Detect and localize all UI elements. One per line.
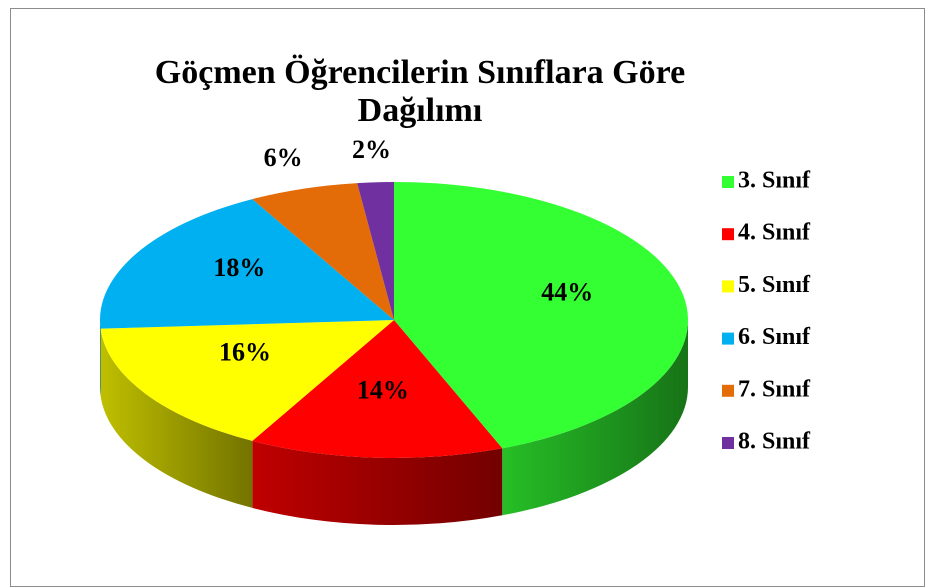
pie-slice xyxy=(394,182,688,449)
legend-label: 3. Sınıf xyxy=(738,168,811,194)
chart-title: Göçmen Öğrencilerin Sınıflara Göre xyxy=(155,54,685,91)
pie-slice xyxy=(252,183,394,320)
data-label: 18% xyxy=(213,253,265,282)
data-label: 2% xyxy=(352,135,391,164)
pie-side xyxy=(100,328,253,508)
pie-slice xyxy=(99,199,394,329)
legend-label: 8. Sınıf xyxy=(738,429,811,455)
legend-swatch xyxy=(722,280,734,293)
data-label: 6% xyxy=(264,143,303,172)
legend-swatch xyxy=(722,384,734,397)
data-label: 14% xyxy=(357,376,409,405)
pie-slice xyxy=(252,320,503,458)
pie-slice xyxy=(357,182,394,320)
legend-label: 5. Sınıf xyxy=(738,272,811,298)
legend-swatch xyxy=(722,176,734,188)
pie-side xyxy=(502,320,688,516)
legend-swatch xyxy=(722,228,734,241)
legend-swatch xyxy=(722,332,734,345)
data-label: 16% xyxy=(219,337,271,366)
legend-label: 7. Sınıf xyxy=(738,376,811,402)
data-label: 44% xyxy=(541,277,593,306)
pie-slice xyxy=(100,320,394,441)
pie-side xyxy=(100,320,101,396)
legend-label: 6. Sınıf xyxy=(738,324,811,350)
legend-label: 4. Sınıf xyxy=(738,220,811,246)
pie-side xyxy=(252,440,503,525)
legend-swatch xyxy=(722,437,734,449)
chart-title: Dağılımı xyxy=(358,92,483,129)
